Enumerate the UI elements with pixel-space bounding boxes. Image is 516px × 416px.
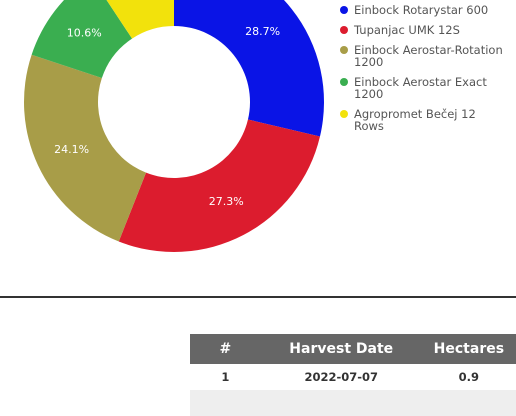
legend-item: Einbock Aerostar Exact 1200 — [340, 76, 508, 100]
table-cell: 2022-07-07 — [304, 370, 379, 384]
header-row: # Harvest Date Hectares — [190, 334, 516, 364]
legend-item: Einbock Aerostar-Rotation 1200 — [340, 44, 508, 68]
table-cell — [260, 390, 422, 416]
donut-chart: 28.7% 27.3% 24.1% 10.6% — [23, 0, 324, 253]
legend-item: Agropromet Bečej 12 Rows — [340, 108, 508, 132]
legend: Einbock Rotarystar 600 Tupanjac UMK 12S Ei… — [340, 4, 508, 140]
column-header: Hectares — [421, 334, 516, 364]
legend-swatch — [340, 78, 348, 86]
legend-swatch — [340, 46, 348, 54]
table-row — [190, 390, 516, 416]
legend-label: Einbock Aerostar-Rotation 1200 — [354, 43, 503, 69]
slice — [23, 54, 147, 242]
legend-swatch — [340, 26, 348, 34]
table-row: 1 2022-07-07 0.9 — [190, 364, 516, 390]
separator — [0, 296, 516, 298]
legend-label: Agropromet Bečej 12 Rows — [354, 107, 476, 133]
column-header: # — [190, 334, 261, 364]
legend-item: Tupanjac UMK 12S — [340, 24, 508, 36]
harvest-table: # Harvest Date Hectares 1 2022-07-07 0.9 — [190, 334, 516, 416]
slice — [118, 119, 320, 253]
table-cell — [190, 390, 261, 416]
slice — [174, 0, 324, 137]
legend-item: Einbock Rotarystar 600 — [340, 4, 508, 16]
table-cell: 0.9 — [458, 370, 480, 384]
slice-label: 28.7% — [245, 25, 280, 38]
slice — [31, 0, 133, 79]
legend-label: Tupanjac UMK 12S — [354, 23, 460, 37]
legend-swatch — [340, 110, 348, 118]
slice — [106, 0, 174, 39]
column-header: Harvest Date — [260, 334, 422, 364]
table-cell: 1 — [221, 370, 230, 384]
slice-label: 10.6% — [67, 26, 102, 39]
legend-label: Einbock Aerostar Exact 1200 — [354, 75, 487, 101]
legend-swatch — [340, 6, 348, 14]
slice-label: 24.1% — [54, 143, 89, 156]
table-cell — [421, 390, 516, 416]
legend-label: Einbock Rotarystar 600 — [354, 3, 489, 17]
slice-label: 27.3% — [209, 195, 244, 208]
